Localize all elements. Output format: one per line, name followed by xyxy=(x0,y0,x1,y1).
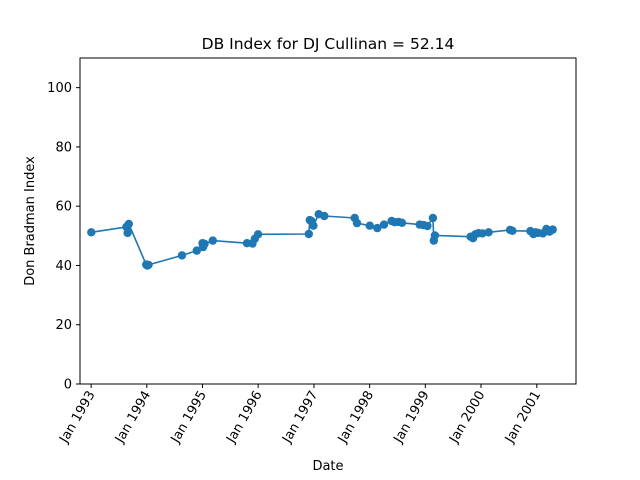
data-point xyxy=(124,219,133,229)
data-point xyxy=(304,229,313,239)
data-point xyxy=(373,223,382,233)
data-point xyxy=(208,236,217,245)
x-tick-label: Jan 1998 xyxy=(335,389,377,447)
y-axis: 0 20 40 60 80 100 xyxy=(47,81,80,393)
data-point xyxy=(508,226,517,235)
data-point xyxy=(548,225,557,234)
x-tick-label: Jan 1993 xyxy=(56,389,98,447)
y-tick-label: 100 xyxy=(47,81,72,96)
x-tick-label: Jan 1997 xyxy=(279,389,321,447)
data-point xyxy=(177,251,187,260)
x-tick-label: Jan 1996 xyxy=(223,389,265,447)
x-tick-label: Jan 1995 xyxy=(168,389,210,447)
data-point xyxy=(309,221,318,230)
x-tick-label: Jan 1999 xyxy=(391,389,433,447)
x-tick-label: Jan 2000 xyxy=(446,389,488,447)
data-point xyxy=(365,221,374,230)
y-axis-label: Don Bradman Index xyxy=(23,156,38,286)
data-point xyxy=(397,218,407,227)
data-point xyxy=(352,218,362,228)
x-axis-label: Date xyxy=(312,459,343,474)
data-point xyxy=(253,230,263,239)
data-point xyxy=(423,221,432,231)
y-tick-label: 0 xyxy=(64,378,72,393)
y-tick-label: 80 xyxy=(55,140,72,155)
data-point xyxy=(87,228,96,237)
chart-title: DB Index for DJ Cullinan = 52.14 xyxy=(202,35,455,53)
data-point xyxy=(478,229,487,238)
x-tick-label: Jan 2001 xyxy=(502,389,544,447)
data-point xyxy=(192,246,201,255)
plot-frame xyxy=(79,57,577,385)
data-point xyxy=(144,260,153,270)
data-point xyxy=(123,228,132,238)
data-point xyxy=(430,231,440,240)
data-point xyxy=(428,213,438,223)
plot-area xyxy=(80,58,576,384)
y-tick-label: 60 xyxy=(55,200,72,215)
data-point xyxy=(379,220,389,229)
data-point xyxy=(484,228,493,237)
y-tick-label: 20 xyxy=(55,318,72,333)
series-group xyxy=(87,210,557,270)
data-point xyxy=(200,239,209,248)
x-axis: Jan 1993 Jan 1994 Jan 1995 Jan 1996 Jan 1997… xyxy=(56,384,544,446)
data-point xyxy=(320,211,329,221)
y-tick-label: 40 xyxy=(55,259,72,274)
x-tick-label: Jan 1994 xyxy=(112,389,154,447)
